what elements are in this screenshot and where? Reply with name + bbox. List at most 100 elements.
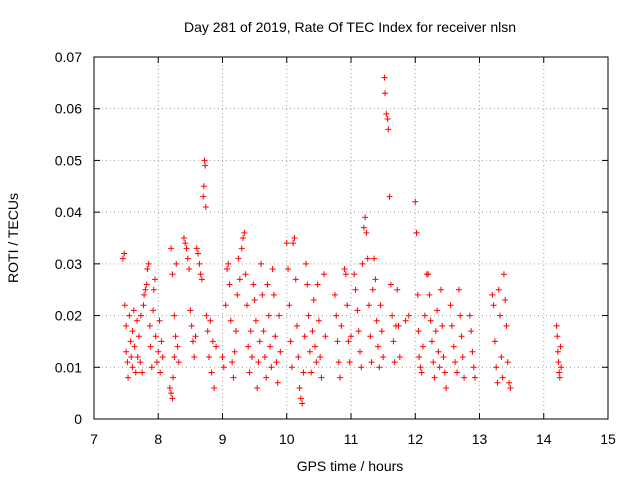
data-point — [169, 271, 176, 278]
data-point — [189, 338, 196, 345]
data-point — [427, 317, 434, 324]
data-point — [502, 297, 509, 304]
data-point — [317, 353, 324, 360]
data-point — [273, 359, 280, 366]
data-point — [150, 307, 157, 314]
data-point — [297, 395, 304, 402]
data-point — [415, 328, 422, 335]
data-point — [260, 328, 267, 335]
data-point — [447, 302, 454, 309]
data-point — [143, 281, 150, 288]
data-point — [265, 312, 272, 319]
data-point — [268, 364, 275, 371]
data-point — [129, 364, 136, 371]
data-point — [374, 343, 381, 350]
y-axis-label: ROTI / TECUs — [5, 193, 21, 283]
data-point — [126, 312, 133, 319]
data-point — [368, 359, 375, 366]
data-point — [124, 359, 131, 366]
data-point — [333, 312, 340, 319]
data-point — [308, 369, 315, 376]
data-point — [150, 286, 157, 293]
data-point — [170, 374, 177, 381]
y-tick-label: 0.04 — [55, 204, 82, 220]
data-point — [472, 374, 479, 381]
data-point — [153, 359, 160, 366]
data-point — [459, 353, 466, 360]
data-point — [171, 353, 178, 360]
data-point — [395, 322, 402, 329]
data-point — [235, 255, 242, 262]
data-point — [292, 276, 299, 283]
data-point — [243, 302, 250, 309]
data-point — [121, 250, 128, 257]
data-point — [206, 353, 213, 360]
data-point — [413, 229, 420, 236]
data-point — [391, 359, 398, 366]
data-point — [256, 338, 263, 345]
data-point — [454, 369, 461, 376]
data-point — [440, 353, 447, 360]
data-point — [245, 343, 252, 350]
data-point — [416, 353, 423, 360]
data-point — [129, 328, 136, 335]
data-point — [168, 245, 175, 252]
x-tick-label: 15 — [600, 431, 616, 447]
data-point — [241, 229, 248, 236]
data-point — [490, 302, 497, 309]
data-point — [157, 369, 164, 376]
data-point — [276, 312, 283, 319]
data-point — [213, 343, 220, 350]
data-point — [247, 328, 254, 335]
data-point — [209, 338, 216, 345]
data-point — [434, 307, 441, 314]
data-point — [291, 235, 298, 241]
data-point — [119, 255, 126, 262]
data-point — [204, 328, 211, 335]
data-point — [188, 322, 195, 329]
data-point — [295, 353, 302, 360]
data-point — [142, 286, 149, 293]
data-point — [288, 364, 295, 371]
data-point — [130, 307, 137, 314]
data-point — [428, 338, 435, 345]
data-point — [287, 338, 294, 345]
data-point — [371, 255, 378, 262]
data-point — [378, 328, 385, 335]
data-point — [443, 384, 450, 391]
data-point — [134, 353, 141, 360]
data-point — [338, 322, 345, 329]
data-point — [183, 245, 190, 252]
data-point — [394, 286, 401, 293]
data-point — [137, 359, 144, 366]
data-point — [450, 343, 457, 350]
data-point — [226, 281, 233, 288]
data-point — [156, 317, 163, 324]
data-point — [315, 317, 322, 324]
data-point — [491, 338, 498, 345]
data-point — [135, 333, 142, 340]
data-point — [230, 374, 237, 381]
data-point — [304, 281, 311, 288]
data-point — [387, 281, 394, 288]
data-point — [197, 271, 204, 278]
data-point — [200, 193, 207, 200]
data-point — [141, 291, 148, 298]
data-point — [231, 348, 238, 355]
data-point — [322, 333, 329, 340]
data-point — [246, 369, 253, 376]
data-point — [390, 338, 397, 345]
data-point — [227, 317, 234, 324]
data-point — [127, 338, 134, 345]
x-tick-label: 9 — [219, 431, 227, 447]
data-point — [258, 260, 265, 267]
data-point — [267, 343, 274, 350]
data-point — [554, 333, 561, 340]
data-point — [500, 271, 507, 278]
data-point — [372, 276, 379, 283]
data-point — [285, 266, 292, 273]
data-point — [264, 281, 271, 288]
data-point — [134, 317, 141, 324]
data-point — [223, 266, 230, 273]
